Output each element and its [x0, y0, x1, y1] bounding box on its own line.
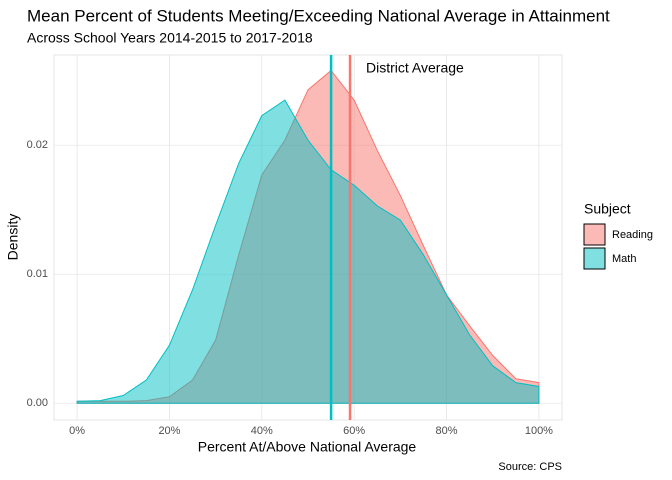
legend-label: Math: [612, 253, 636, 265]
x-tick-label: 40%: [251, 425, 273, 437]
y-tick-label: 0.00: [27, 397, 48, 409]
x-tick-label: 20%: [158, 425, 180, 437]
x-tick-label: 60%: [343, 425, 365, 437]
caption: Source: CPS: [498, 461, 562, 473]
x-tick-label: 100%: [525, 425, 553, 437]
legend-key: [583, 247, 606, 270]
y-tick-label: 0.01: [27, 268, 48, 280]
legend-key: [583, 223, 606, 246]
x-tick-label: 80%: [436, 425, 458, 437]
y-axis-label: Density: [5, 214, 21, 261]
chart-subtitle: Across School Years 2014-2015 to 2017-20…: [27, 30, 313, 46]
y-tick-label: 0.02: [27, 139, 48, 151]
density-area: [76, 99, 540, 404]
legend-title: Subject: [584, 201, 631, 217]
legend-label: Reading: [612, 229, 653, 241]
x-axis-label: Percent At/Above National Average: [198, 439, 417, 455]
x-tick-label: 0%: [69, 425, 85, 437]
chart-title: Mean Percent of Students Meeting/Exceedi…: [27, 6, 610, 25]
annotation: District Average: [366, 60, 464, 76]
